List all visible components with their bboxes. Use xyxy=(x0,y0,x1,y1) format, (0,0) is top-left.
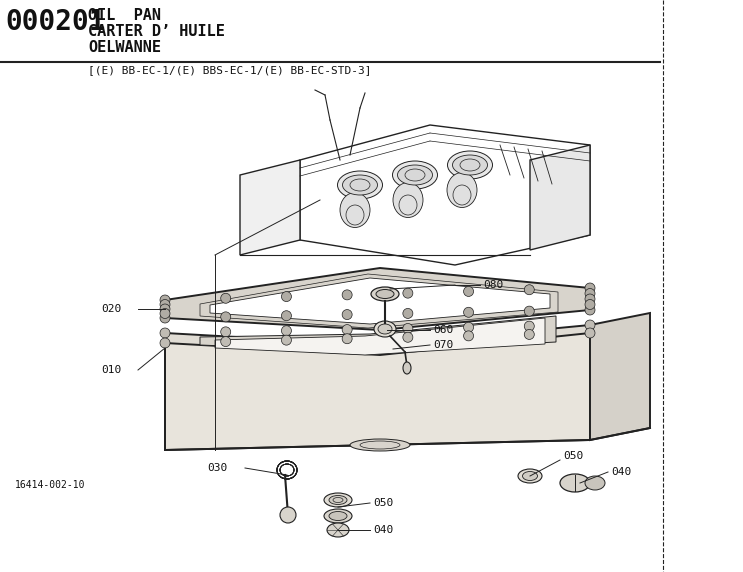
Text: 040: 040 xyxy=(373,525,393,535)
Text: 16414-002-10: 16414-002-10 xyxy=(15,480,85,490)
Ellipse shape xyxy=(452,155,487,175)
Ellipse shape xyxy=(585,476,605,490)
Circle shape xyxy=(525,306,534,316)
Circle shape xyxy=(221,327,231,337)
Circle shape xyxy=(403,288,413,298)
Circle shape xyxy=(282,292,291,301)
Circle shape xyxy=(585,288,595,299)
Circle shape xyxy=(585,283,595,293)
Ellipse shape xyxy=(392,161,438,189)
Ellipse shape xyxy=(329,511,347,521)
Ellipse shape xyxy=(447,173,477,208)
Ellipse shape xyxy=(393,182,423,217)
Circle shape xyxy=(282,325,291,336)
Circle shape xyxy=(585,300,595,309)
Circle shape xyxy=(585,294,595,304)
Text: CARTER D’ HUILE: CARTER D’ HUILE xyxy=(88,24,225,39)
Ellipse shape xyxy=(324,493,352,507)
Circle shape xyxy=(464,307,473,317)
Circle shape xyxy=(160,313,170,323)
Circle shape xyxy=(342,290,352,300)
Polygon shape xyxy=(210,278,550,324)
Polygon shape xyxy=(240,160,300,255)
Circle shape xyxy=(342,333,352,344)
Circle shape xyxy=(585,305,595,315)
Circle shape xyxy=(221,312,231,322)
Circle shape xyxy=(280,507,296,523)
Text: 020: 020 xyxy=(102,304,122,314)
Ellipse shape xyxy=(403,362,411,374)
Text: 040: 040 xyxy=(611,467,632,477)
Polygon shape xyxy=(200,316,556,352)
Polygon shape xyxy=(590,313,650,440)
Ellipse shape xyxy=(374,321,396,337)
Circle shape xyxy=(160,338,170,348)
Ellipse shape xyxy=(340,193,370,228)
Circle shape xyxy=(160,328,170,338)
Circle shape xyxy=(160,295,170,305)
Polygon shape xyxy=(165,325,590,355)
Polygon shape xyxy=(215,318,545,355)
Text: 080: 080 xyxy=(483,280,503,290)
Text: OELWANNE: OELWANNE xyxy=(88,40,161,55)
Circle shape xyxy=(464,322,473,332)
Circle shape xyxy=(160,304,170,314)
Circle shape xyxy=(221,293,231,303)
Circle shape xyxy=(525,321,534,331)
Ellipse shape xyxy=(378,324,392,334)
Ellipse shape xyxy=(343,175,377,195)
Polygon shape xyxy=(300,125,590,265)
Ellipse shape xyxy=(327,523,349,537)
Circle shape xyxy=(525,329,534,339)
Circle shape xyxy=(464,287,473,296)
Text: 070: 070 xyxy=(433,340,453,350)
Text: OIL  PAN: OIL PAN xyxy=(88,8,161,23)
Ellipse shape xyxy=(350,439,410,451)
Ellipse shape xyxy=(518,469,542,483)
Circle shape xyxy=(525,285,534,295)
Text: [(E) BB-EC-1/(E) BBS-EC-1/(E) BB-EC-STD-3]: [(E) BB-EC-1/(E) BBS-EC-1/(E) BB-EC-STD-… xyxy=(88,65,372,75)
Circle shape xyxy=(342,309,352,320)
Circle shape xyxy=(160,308,170,319)
Text: 050: 050 xyxy=(563,451,583,461)
Circle shape xyxy=(403,332,413,342)
Ellipse shape xyxy=(522,471,537,480)
Ellipse shape xyxy=(560,474,590,492)
Circle shape xyxy=(403,308,413,319)
Ellipse shape xyxy=(324,509,352,523)
Circle shape xyxy=(282,335,291,345)
Ellipse shape xyxy=(337,171,383,199)
Text: 050: 050 xyxy=(373,498,393,508)
Text: 010: 010 xyxy=(102,365,122,375)
Text: 030: 030 xyxy=(208,463,228,473)
Polygon shape xyxy=(165,268,590,330)
Text: 060: 060 xyxy=(433,325,453,335)
Circle shape xyxy=(342,324,352,335)
Circle shape xyxy=(585,320,595,330)
Text: 000201: 000201 xyxy=(5,8,106,36)
Circle shape xyxy=(403,323,413,333)
Circle shape xyxy=(221,336,231,347)
Ellipse shape xyxy=(398,165,432,185)
Circle shape xyxy=(464,331,473,341)
Ellipse shape xyxy=(447,151,493,179)
Circle shape xyxy=(282,311,291,321)
Ellipse shape xyxy=(371,287,399,301)
Polygon shape xyxy=(530,145,590,250)
Ellipse shape xyxy=(329,495,347,505)
Ellipse shape xyxy=(376,289,394,299)
Polygon shape xyxy=(165,333,590,450)
Circle shape xyxy=(585,328,595,338)
Circle shape xyxy=(160,300,170,309)
